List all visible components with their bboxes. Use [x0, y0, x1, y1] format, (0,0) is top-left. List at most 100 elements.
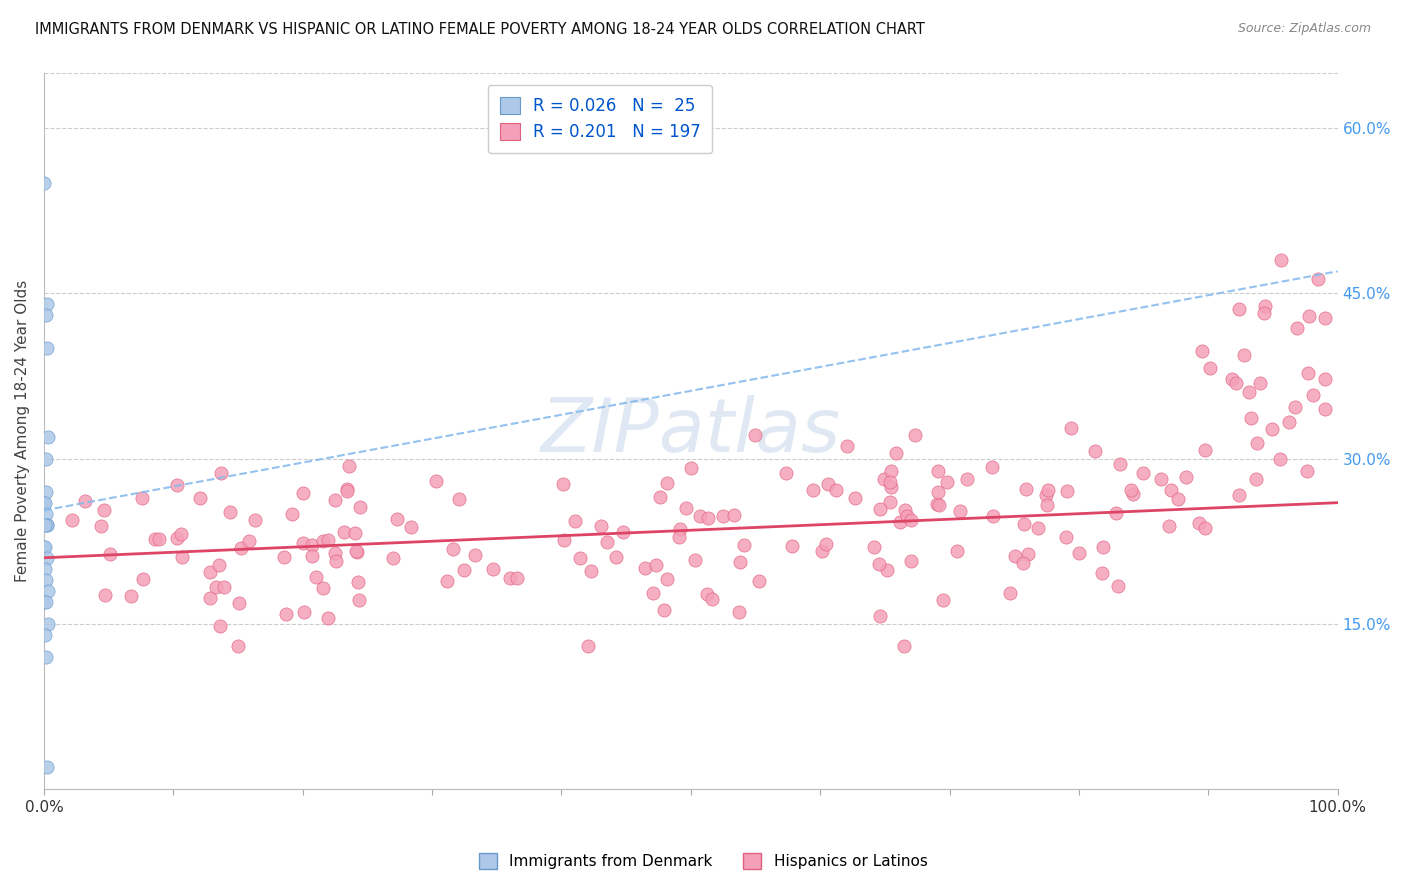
Point [274, 607, 297, 622]
Point [733, 537, 755, 551]
Point [1295, 464, 1317, 478]
Point [837, 439, 859, 453]
Point [589, 519, 612, 533]
Point [1167, 491, 1189, 506]
Point [449, 492, 471, 507]
Point [683, 552, 706, 566]
Point [166, 532, 188, 546]
Point [131, 491, 153, 506]
Point [644, 558, 666, 573]
Point [775, 466, 797, 480]
Point [166, 478, 188, 492]
Y-axis label: Female Poverty Among 18-24 Year Olds: Female Poverty Among 18-24 Year Olds [15, 280, 30, 582]
Point [932, 593, 955, 607]
Point [172, 550, 194, 565]
Legend: R = 0.026   N =  25, R = 0.201   N = 197: R = 0.026 N = 25, R = 0.201 N = 197 [488, 85, 713, 153]
Point [876, 563, 898, 577]
Point [1302, 387, 1324, 401]
Point [1237, 384, 1260, 399]
Point [1225, 376, 1247, 390]
Point [505, 571, 527, 585]
Point [312, 582, 335, 596]
Point [727, 606, 749, 620]
Point [209, 466, 232, 480]
Point [669, 522, 692, 536]
Point [936, 475, 959, 489]
Point [880, 464, 903, 478]
Point [464, 548, 486, 562]
Point [349, 592, 371, 607]
Point [1222, 372, 1244, 386]
Point [325, 554, 347, 568]
Point [441, 541, 464, 556]
Point [1253, 306, 1275, 320]
Point [904, 427, 927, 442]
Point [1194, 442, 1216, 457]
Point [1254, 299, 1277, 313]
Point [291, 486, 314, 500]
Point [1199, 360, 1222, 375]
Point [1092, 541, 1115, 555]
Point [170, 526, 193, 541]
Point [316, 611, 339, 625]
Point [37, 550, 59, 565]
Point [648, 491, 671, 505]
Point [344, 544, 367, 558]
Point [1035, 488, 1057, 502]
Point [301, 538, 323, 552]
Point [927, 484, 949, 499]
Point [273, 549, 295, 564]
Point [34, 496, 56, 510]
Point [1122, 487, 1144, 501]
Point [37, 616, 59, 631]
Point [1308, 272, 1330, 286]
Point [292, 605, 315, 619]
Point [634, 560, 657, 574]
Point [35, 342, 58, 356]
Point [1233, 348, 1256, 362]
Point [1249, 376, 1271, 390]
Point [900, 513, 922, 527]
Point [1278, 416, 1301, 430]
Point [1036, 483, 1059, 498]
Point [981, 508, 1004, 523]
Text: Source: ZipAtlas.com: Source: ZipAtlas.com [1237, 22, 1371, 36]
Point [34, 562, 56, 576]
Point [981, 459, 1004, 474]
Point [1150, 472, 1173, 486]
Point [1194, 521, 1216, 535]
Point [35, 649, 58, 664]
Point [436, 574, 458, 588]
Point [35, 595, 58, 609]
Point [657, 475, 679, 490]
Point [605, 550, 627, 565]
Point [231, 541, 253, 556]
Point [730, 554, 752, 568]
Point [243, 513, 266, 527]
Point [1284, 400, 1306, 414]
Point [35, 517, 58, 532]
Point [1191, 343, 1213, 358]
Point [93, 588, 115, 602]
Point [1014, 516, 1036, 531]
Point [32, 540, 55, 554]
Point [869, 608, 891, 623]
Point [35, 517, 58, 532]
Point [148, 532, 170, 546]
Point [879, 495, 901, 509]
Point [1246, 435, 1268, 450]
Point [576, 639, 599, 653]
Point [323, 545, 346, 559]
Point [37, 429, 59, 443]
Point [1227, 301, 1250, 316]
Point [34, 573, 56, 587]
Point [949, 503, 972, 517]
Text: ZIPatlas: ZIPatlas [541, 395, 841, 467]
Point [336, 483, 359, 498]
Point [814, 537, 837, 551]
Point [382, 551, 405, 566]
Point [696, 586, 718, 600]
Text: IMMIGRANTS FROM DENMARK VS HISPANIC OR LATINO FEMALE POVERTY AMONG 18-24 YEAR OL: IMMIGRANTS FROM DENMARK VS HISPANIC OR L… [35, 22, 925, 37]
Point [207, 558, 229, 572]
Point [1060, 421, 1083, 435]
